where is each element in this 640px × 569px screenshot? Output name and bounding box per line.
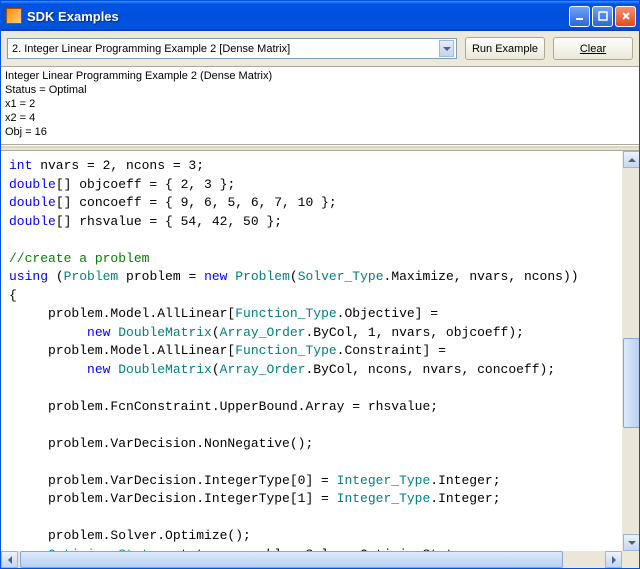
scroll-left-button[interactable] bbox=[1, 551, 18, 568]
toolbar: 2. Integer Linear Programming Example 2 … bbox=[1, 31, 639, 67]
code-editor[interactable]: int nvars = 2, ncons = 3; double[] objco… bbox=[1, 151, 639, 551]
output-line: Status = Optimal bbox=[5, 83, 635, 97]
output-line: Integer Linear Programming Example 2 (De… bbox=[5, 69, 635, 83]
horizontal-scrollbar[interactable] bbox=[1, 551, 639, 568]
vertical-scroll-thumb[interactable] bbox=[623, 338, 639, 428]
app-window: SDK Examples 2. Integer Linear Programmi… bbox=[0, 0, 640, 569]
app-icon bbox=[6, 8, 22, 24]
output-panel: Integer Linear Programming Example 2 (De… bbox=[1, 67, 639, 145]
vertical-scrollbar[interactable] bbox=[622, 151, 639, 551]
horizontal-scroll-thumb[interactable] bbox=[20, 551, 563, 568]
scroll-corner bbox=[622, 551, 639, 568]
example-dropdown[interactable]: 2. Integer Linear Programming Example 2 … bbox=[7, 38, 457, 59]
horizontal-scroll-track[interactable] bbox=[18, 551, 605, 568]
titlebar[interactable]: SDK Examples bbox=[1, 1, 639, 31]
window-controls bbox=[569, 6, 636, 27]
chevron-down-icon[interactable] bbox=[439, 40, 454, 57]
minimize-button[interactable] bbox=[569, 6, 590, 27]
code-content[interactable]: int nvars = 2, ncons = 3; double[] objco… bbox=[1, 151, 622, 551]
output-line: x2 = 4 bbox=[5, 111, 635, 125]
output-line: x1 = 2 bbox=[5, 97, 635, 111]
maximize-button[interactable] bbox=[592, 6, 613, 27]
close-button[interactable] bbox=[615, 6, 636, 27]
output-line: Obj = 16 bbox=[5, 125, 635, 139]
scroll-up-button[interactable] bbox=[623, 151, 639, 168]
clear-button[interactable]: Clear bbox=[553, 37, 633, 60]
dropdown-value: 2. Integer Linear Programming Example 2 … bbox=[12, 43, 439, 55]
scroll-down-button[interactable] bbox=[623, 534, 639, 551]
run-example-button[interactable]: Run Example bbox=[465, 37, 545, 60]
window-title: SDK Examples bbox=[27, 9, 569, 24]
scroll-right-button[interactable] bbox=[605, 551, 622, 568]
